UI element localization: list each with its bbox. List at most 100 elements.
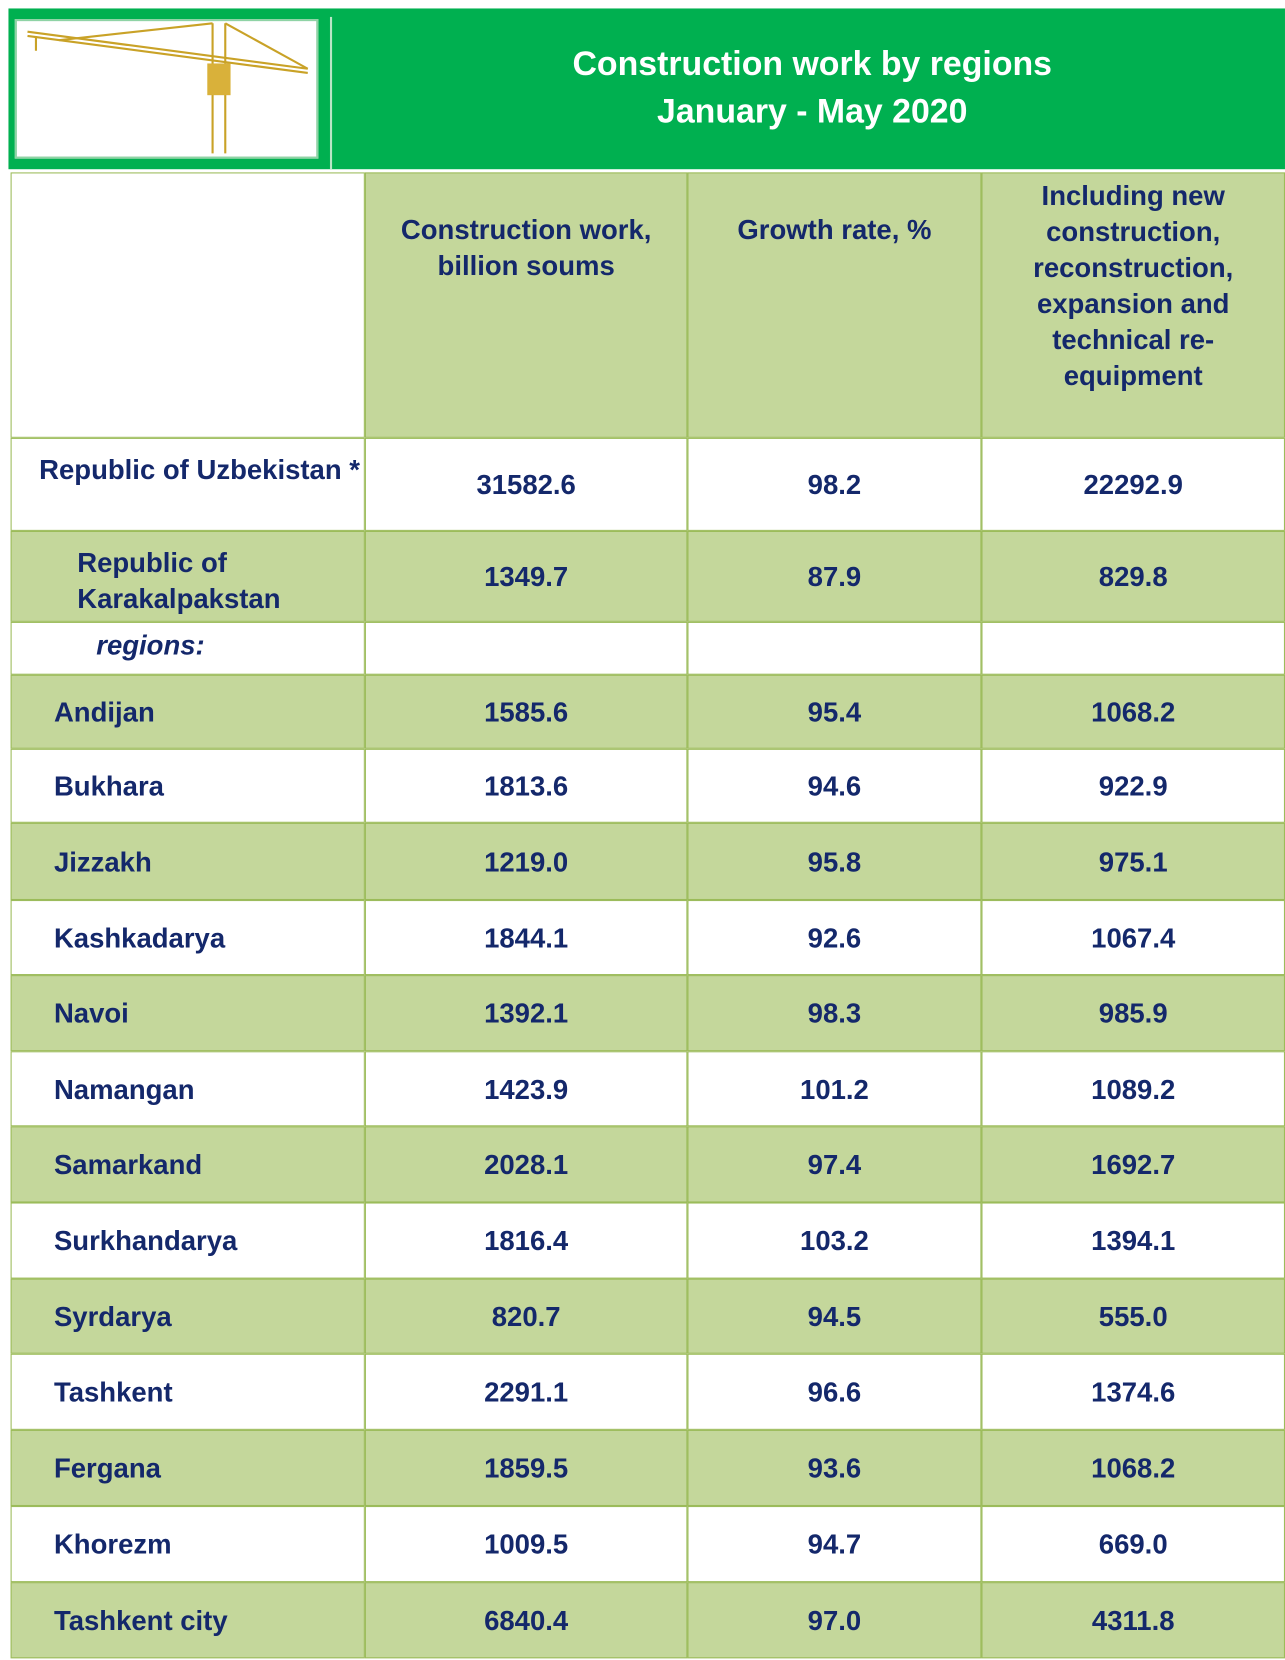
value-cell: 820.7	[364, 1278, 688, 1354]
row-label-text: Namangan	[53, 1072, 195, 1105]
value-cell: 94.6	[687, 748, 982, 823]
value-cell-text: 820.7	[491, 1300, 561, 1333]
crane-icon	[27, 22, 309, 154]
value-cell: 922.9	[981, 748, 1285, 823]
row-label: Tashkent	[10, 1353, 365, 1430]
value-cell-text: 985.9	[1098, 997, 1168, 1030]
value-cell: 31582.6	[364, 437, 688, 531]
row-label: Jizzakh	[10, 822, 365, 901]
value-cell: 2291.1	[364, 1353, 688, 1430]
value-cell: 1844.1	[364, 900, 688, 976]
column-header: Construction work, billion soums	[364, 172, 688, 438]
value-cell-text: 31582.6	[476, 468, 576, 501]
value-cell: 1009.5	[364, 1506, 688, 1583]
value-cell: 96.6	[687, 1353, 982, 1430]
value-cell: 1692.7	[981, 1126, 1285, 1203]
row-label-text: Bukhara	[53, 769, 164, 802]
value-cell-text: 1068.2	[1091, 695, 1176, 728]
value-cell-text: 1692.7	[1091, 1148, 1176, 1181]
title: Construction work by regions	[572, 44, 1052, 83]
value-cell: 1813.6	[364, 748, 688, 823]
value-cell-text: 87.9	[807, 560, 862, 593]
value-cell: 1392.1	[364, 975, 688, 1052]
value-cell-text: 103.2	[800, 1224, 869, 1257]
value-cell: 98.2	[687, 437, 982, 531]
crane-picture	[14, 19, 319, 159]
value-cell-text: 829.8	[1098, 560, 1168, 593]
value-cell-text: 94.5	[807, 1300, 862, 1333]
value-cell: 1374.6	[981, 1353, 1285, 1430]
value-cell-text: 94.6	[807, 769, 862, 802]
value-cell-text: 669.0	[1098, 1528, 1168, 1560]
value-cell: 22292.9	[981, 437, 1285, 531]
row-label: Khorezm	[10, 1506, 365, 1583]
row-label-text: Republic of Uzbekistan *	[39, 453, 360, 486]
value-cell-text: 1392.1	[484, 997, 569, 1030]
value-cell: 975.1	[981, 822, 1285, 901]
value-cell: 97.0	[687, 1582, 982, 1659]
row-label-text: Tashkent	[53, 1375, 173, 1408]
value-cell	[981, 621, 1285, 675]
value-cell-text: 98.2	[807, 468, 862, 501]
value-cell: 1219.0	[364, 822, 688, 901]
value-cell: 95.4	[687, 674, 982, 749]
value-cell: 1068.2	[981, 1429, 1285, 1507]
row-label-text: Surkhandarya	[53, 1224, 238, 1257]
value-cell-text: 95.4	[807, 695, 862, 728]
row-label-text: Republic of Karakalpakstan	[77, 546, 281, 615]
value-cell: 97.4	[687, 1126, 982, 1203]
value-cell-text: 95.8	[807, 845, 862, 878]
column-header: Growth rate, %	[687, 172, 982, 438]
row-label: Republic of Karakalpakstan	[10, 530, 365, 622]
subtitle: January - May 2020	[657, 92, 968, 131]
row-label-text: Jizzakh	[53, 845, 152, 878]
value-cell-text: 22292.9	[1083, 468, 1183, 501]
value-cell: 669.0	[981, 1506, 1285, 1583]
value-cell: 555.0	[981, 1278, 1285, 1354]
row-label: Navoi	[10, 975, 365, 1052]
value-cell-text: 1423.9	[484, 1072, 569, 1105]
value-cell-text: 93.6	[807, 1452, 862, 1484]
value-cell: 94.7	[687, 1506, 982, 1583]
column-header-text: Including new construction, reconstructi…	[1033, 179, 1234, 392]
value-cell-text: 1349.7	[484, 560, 569, 593]
row-label: Fergana	[10, 1429, 365, 1507]
value-cell: 1394.1	[981, 1202, 1285, 1279]
row-label-text: Syrdarya	[53, 1300, 172, 1333]
value-cell-text: 1816.4	[484, 1224, 569, 1257]
value-cell: 4311.8	[981, 1582, 1285, 1659]
value-cell-text: 975.1	[1098, 845, 1168, 878]
value-cell: 6840.4	[364, 1582, 688, 1659]
value-cell: 1585.6	[364, 674, 688, 749]
value-cell: 985.9	[981, 975, 1285, 1052]
value-cell-text: 4311.8	[1091, 1604, 1175, 1637]
value-cell: 87.9	[687, 530, 982, 622]
value-cell-text: 1089.2	[1091, 1072, 1176, 1105]
value-cell-text: 97.0	[807, 1604, 862, 1637]
value-cell: 92.6	[687, 900, 982, 976]
value-cell: 1089.2	[981, 1051, 1285, 1127]
value-cell: 1423.9	[364, 1051, 688, 1127]
row-label: Syrdarya	[10, 1278, 365, 1354]
row-label: Andijan	[10, 674, 365, 749]
row-label: Bukhara	[10, 748, 365, 823]
value-cell: 98.3	[687, 975, 982, 1052]
divider	[329, 16, 333, 170]
value-cell: 93.6	[687, 1429, 982, 1507]
header-banner: Construction work by regions January - M…	[8, 8, 1285, 170]
column-header-text: Construction work, billion soums	[400, 213, 652, 282]
row-label: regions:	[10, 621, 365, 675]
value-cell: 95.8	[687, 822, 982, 901]
value-cell	[687, 621, 982, 675]
value-cell: 101.2	[687, 1051, 982, 1127]
value-cell-text: 101.2	[800, 1072, 869, 1105]
value-cell: 103.2	[687, 1202, 982, 1279]
value-cell: 1859.5	[364, 1429, 688, 1507]
value-cell-text: 1813.6	[484, 769, 569, 802]
value-cell-text: 1394.1	[1091, 1224, 1176, 1257]
value-cell-text: 1374.6	[1091, 1375, 1176, 1408]
value-cell	[364, 621, 688, 675]
column-header-text: Growth rate, %	[737, 213, 932, 246]
